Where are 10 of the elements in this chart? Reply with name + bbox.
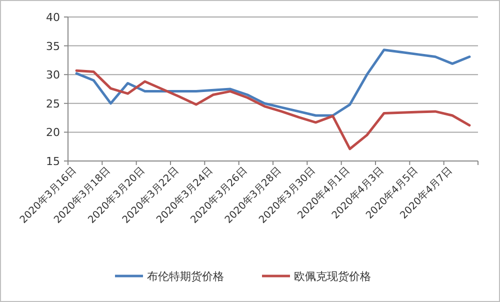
y-tick-label: 40 bbox=[46, 11, 60, 24]
legend-label: 欧佩克现货价格 bbox=[294, 270, 371, 283]
line-series bbox=[75, 69, 471, 150]
y-tick-label: 30 bbox=[46, 68, 60, 82]
y-tick-label: 15 bbox=[46, 155, 60, 168]
line-series bbox=[75, 48, 471, 117]
y-tick-label: 25 bbox=[46, 97, 60, 110]
y-tick-label: 20 bbox=[46, 126, 60, 140]
legend-label: 布伦特期货价格 bbox=[147, 270, 224, 283]
y-tick-label: 35 bbox=[46, 40, 60, 53]
